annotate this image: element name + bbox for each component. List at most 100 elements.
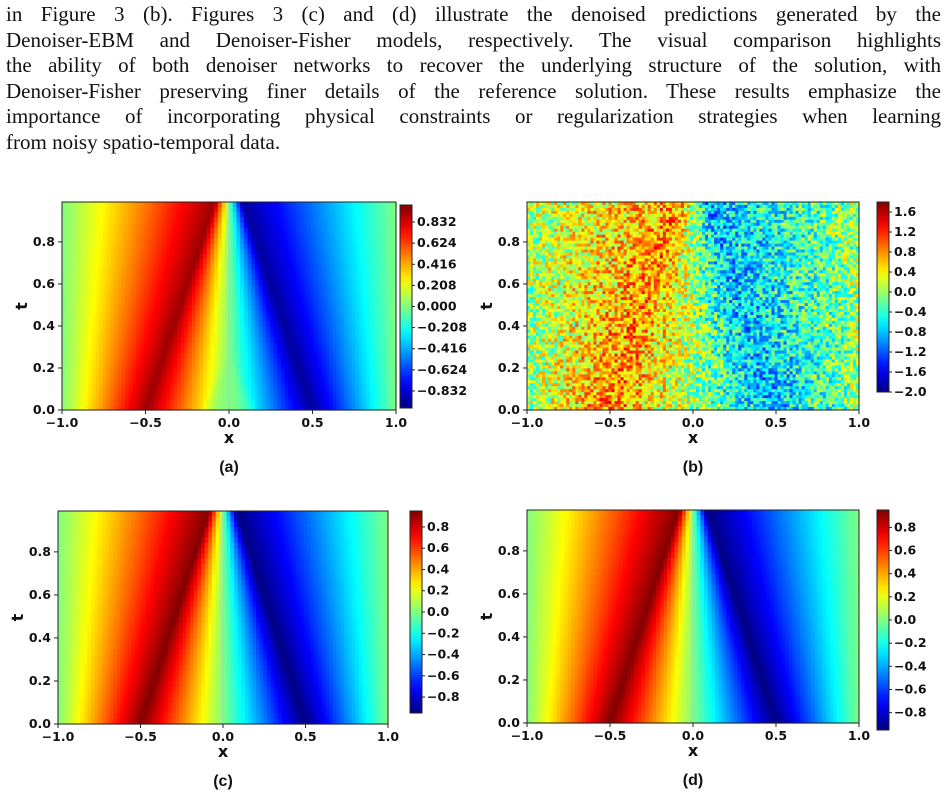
colorbar-tick-label: 1.6 [894, 204, 916, 219]
x-tick-label: −1.0 [42, 729, 75, 744]
x-tick-label: −1.0 [46, 415, 79, 430]
colorbar-tick-label: −0.832 [417, 383, 467, 398]
colorbar-tick-label: −0.8 [894, 705, 927, 720]
x-tick-label: 0.0 [682, 728, 704, 743]
panel-caption: (a) [219, 459, 239, 476]
heatmap [527, 510, 860, 724]
colorbar [876, 201, 890, 393]
y-axis-label: t [8, 613, 27, 621]
x-tick-label: −1.0 [511, 728, 544, 743]
y-tick-label: 0.6 [498, 586, 520, 601]
x-tick-label: 0.0 [212, 729, 234, 744]
colorbar-tick-label: −0.6 [427, 668, 460, 683]
colorbar [409, 510, 423, 714]
x-axis-label: x [688, 428, 699, 447]
y-tick-label: 0.4 [33, 318, 55, 333]
colorbar-tick-label: 0.6 [894, 543, 916, 558]
colorbar-tick-label: −0.4 [894, 658, 927, 673]
y-tick-label: 0.8 [33, 234, 55, 249]
colorbar-tick-label: 0.8 [427, 519, 449, 534]
colorbar-tick-label: −0.4 [427, 647, 460, 662]
figure-panel-1: −1.0 −0.5 0.0 0.5 1.0 0.0 0.2 0.4 0.6 0.8 x t (a) 0.8… [12, 201, 467, 476]
colorbar-tick-label: 0.416 [417, 256, 457, 271]
x-tick-label: −0.5 [124, 729, 157, 744]
x-tick-label: −0.5 [594, 415, 627, 430]
y-axis-label: t [477, 612, 496, 620]
colorbar-tick-label: −0.4 [894, 304, 927, 319]
colorbar-tick-label: −2.0 [894, 384, 927, 399]
colorbar [876, 509, 890, 731]
x-axis-label: x [218, 742, 229, 761]
colorbar-tick-label: −0.208 [417, 320, 467, 335]
colorbar-tick-label: −0.2 [427, 625, 460, 640]
x-tick-label: 1.0 [848, 415, 870, 430]
paragraph-line: in Figure 3 (b). Figures 3 (c) and (d) i… [6, 2, 941, 26]
panel-caption: (b) [683, 459, 703, 476]
x-tick-label: 0.5 [294, 729, 316, 744]
y-axis-label: t [477, 302, 496, 310]
y-tick-label: 0.4 [498, 629, 520, 644]
x-tick-label: 0.5 [301, 415, 323, 430]
y-tick-label: 0.8 [498, 543, 520, 558]
y-tick-label: 0.6 [498, 276, 520, 291]
heatmap [527, 202, 860, 411]
heatmap [58, 511, 389, 725]
y-tick-label: 0.6 [33, 276, 55, 291]
colorbar-tick-label: 0.4 [427, 561, 449, 576]
y-tick-label: 0.2 [498, 672, 520, 687]
panel-caption: (c) [213, 773, 233, 790]
y-tick-label: 0.2 [498, 360, 520, 375]
colorbar-tick-label: 0.208 [417, 277, 457, 292]
figure-panel-4: −1.0 −0.5 0.0 0.5 1.0 0.0 0.2 0.4 0.6 0.8 x t (d) 0.8… [477, 509, 927, 789]
paragraph-line: from noisy spatio-temporal data. [6, 129, 281, 154]
paragraph-line: the ability of both denoiser networks to… [6, 53, 941, 78]
colorbar-tick-label: −0.416 [417, 341, 467, 356]
y-tick-label: 0.0 [498, 715, 520, 730]
colorbar-tick-label: 0.2 [894, 589, 916, 604]
colorbar-tick-label: 0.4 [894, 264, 916, 279]
y-tick-label: 0.0 [29, 716, 51, 731]
heatmap [62, 202, 397, 411]
colorbar-tick-label: 0.8 [894, 244, 916, 259]
colorbar-tick-label: −0.8 [427, 689, 460, 704]
paragraph-line: Denoiser-Fisher preserving finer details… [6, 78, 941, 103]
x-tick-label: −0.5 [594, 728, 627, 743]
y-tick-label: 0.2 [29, 673, 51, 688]
colorbar-tick-label: 0.8 [894, 519, 916, 534]
figure-panel-2: −1.0 −0.5 0.0 0.5 1.0 0.0 0.2 0.4 0.6 0.8 x t (b) 1.6… [477, 201, 927, 476]
x-tick-label: 0.0 [218, 415, 240, 430]
colorbar-tick-label: 0.0 [894, 612, 916, 627]
x-tick-label: 1.0 [848, 728, 870, 743]
colorbar-tick-label: 1.2 [894, 224, 916, 239]
x-axis-label: x [224, 428, 235, 447]
x-tick-label: −0.5 [129, 415, 162, 430]
y-tick-label: 0.4 [498, 318, 520, 333]
colorbar-tick-label: 0.2 [427, 583, 449, 598]
colorbar-tick-label: 0.0 [427, 604, 449, 619]
colorbar-tick-label: −0.624 [417, 362, 467, 377]
y-tick-label: 0.4 [29, 630, 51, 645]
colorbar [399, 204, 413, 409]
colorbar-tick-label: 0.4 [894, 566, 916, 581]
colorbar-tick-label: −1.2 [894, 344, 927, 359]
y-tick-label: 0.8 [498, 234, 520, 249]
x-tick-label: 1.0 [377, 729, 399, 744]
colorbar-tick-label: 0.0 [894, 284, 916, 299]
paragraph-line: importance of incorporating physical con… [6, 104, 941, 129]
colorbar-tick-label: −1.6 [894, 364, 927, 379]
y-tick-label: 0.8 [29, 544, 51, 559]
x-tick-label: 0.5 [765, 728, 787, 743]
y-tick-label: 0.0 [33, 402, 55, 417]
panel-caption: (d) [683, 772, 703, 789]
colorbar-tick-label: −0.2 [894, 635, 927, 650]
colorbar-tick-label: −0.8 [894, 324, 927, 339]
colorbar-tick-label: 0.832 [417, 214, 457, 229]
colorbar-tick-label: 0.6 [427, 540, 449, 555]
x-axis-label: x [688, 741, 699, 760]
y-tick-label: 0.6 [29, 587, 51, 602]
x-tick-label: 0.0 [682, 415, 704, 430]
y-tick-label: 0.0 [498, 402, 520, 417]
x-tick-label: −1.0 [511, 415, 544, 430]
paragraph-line: Denoiser-EBM and Denoiser-Fisher models,… [6, 27, 941, 52]
